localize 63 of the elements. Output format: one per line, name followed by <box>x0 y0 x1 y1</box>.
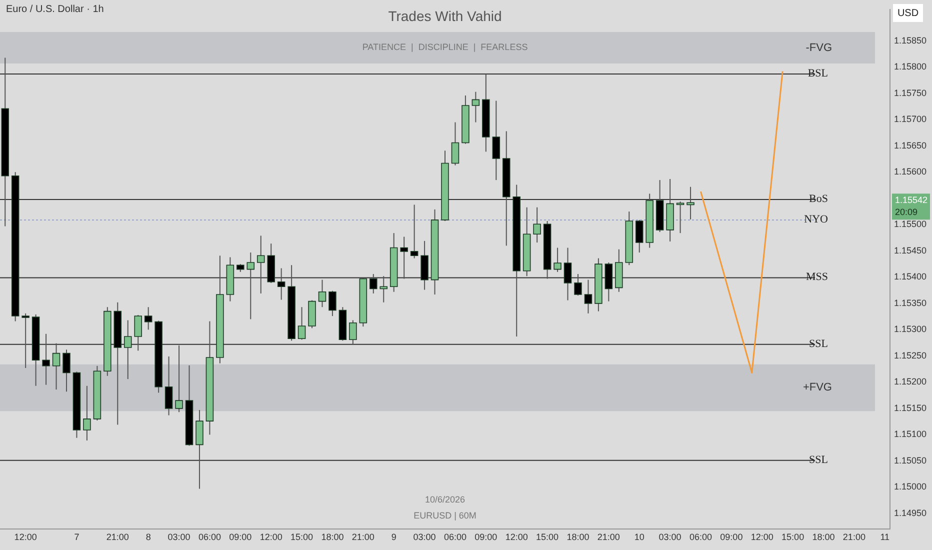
y-tick-label: 1.15300 <box>894 324 927 334</box>
x-tick-label: 09:00 <box>474 532 498 542</box>
y-tick-label: 1.15600 <box>894 166 927 177</box>
x-tick-label: 21:00 <box>842 532 866 542</box>
x-tick-label: 03:00 <box>168 532 190 542</box>
x-tick-label: 15:00 <box>290 532 314 542</box>
x-tick-label: 21:00 <box>597 532 620 542</box>
y-tick-label: 1.15200 <box>894 376 927 387</box>
y-tick-label: 1.15250 <box>894 350 927 360</box>
chart-title: Trades With Vahid <box>388 8 502 24</box>
y-tick-label: 1.15450 <box>894 245 927 256</box>
ref-line-label: NYO <box>804 213 828 226</box>
y-tick-label: 1.15100 <box>894 429 927 440</box>
x-tick-label: 09:00 <box>229 532 252 542</box>
y-tick-label: 1.14950 <box>894 508 927 518</box>
y-tick-label: 1.15400 <box>894 272 927 282</box>
y-tick-label: 1.15650 <box>894 140 927 150</box>
x-tick-label: 18:00 <box>812 532 835 542</box>
ref-line-label: MSS <box>806 271 828 284</box>
x-tick-label: 9 <box>391 532 396 542</box>
y-tick-label: 1.15000 <box>894 482 927 492</box>
y-tick-label: 1.15150 <box>894 402 927 413</box>
y-tick-label: 1.15750 <box>894 88 927 98</box>
x-tick-label: 15:00 <box>536 532 559 542</box>
y-tick-label: 1.15850 <box>894 35 927 46</box>
x-tick-label: 03:00 <box>658 532 682 542</box>
x-tick-label: 18:00 <box>321 532 344 542</box>
x-tick-label: 06:00 <box>689 532 712 542</box>
text: 1.15542 <box>895 195 928 206</box>
ref-line-label: BoS <box>809 192 828 205</box>
x-tick-label: 12:00 <box>505 532 528 542</box>
x-tick-label: 12:00 <box>260 532 282 542</box>
x-tick-label: 06:00 <box>444 532 466 542</box>
y-tick-label: 1.15050 <box>894 455 927 466</box>
ref-line-label: SSL <box>809 454 828 466</box>
annotation: 10/6/2026 <box>424 494 466 504</box>
x-tick-label: 7 <box>74 532 80 542</box>
x-tick-label: 21:00 <box>106 532 129 542</box>
candlestick <box>451 122 460 166</box>
ref-line-label: SSL <box>809 338 828 350</box>
x-tick-label: 8 <box>146 532 151 542</box>
x-tick-label: 09:00 <box>720 532 743 542</box>
annotation: EURUSD | 60M <box>414 510 476 520</box>
x-tick-label: 12:00 <box>750 532 774 542</box>
y-tick-label: 1.15800 <box>894 62 927 72</box>
annotation: Euro / U.S. Dollar · 1h <box>6 4 104 15</box>
x-tick-label: 18:00 <box>566 532 590 542</box>
y-tick-label: 1.15500 <box>894 219 927 230</box>
x-tick-label: 06:00 <box>198 532 221 542</box>
y-axis-title: USD <box>897 8 919 19</box>
text: 20:09 <box>895 207 918 218</box>
y-tick-label: 1.15700 <box>894 114 927 124</box>
band-label: +FVG <box>802 382 832 394</box>
x-tick-label: 11 <box>880 532 890 542</box>
x-tick-label: 10 <box>634 532 644 542</box>
x-tick-label: 21:00 <box>352 532 374 542</box>
band-label: -FVG <box>806 42 832 54</box>
x-tick-label: 12:00 <box>14 532 37 542</box>
ref-line-label: BSL <box>808 67 828 80</box>
text: PATIENCE | DISCIPLINE | FEARLESS <box>362 42 528 52</box>
x-tick-label: 03:00 <box>413 532 436 542</box>
x-tick-label: 15:00 <box>782 532 804 542</box>
y-tick-label: 1.15350 <box>894 298 927 308</box>
